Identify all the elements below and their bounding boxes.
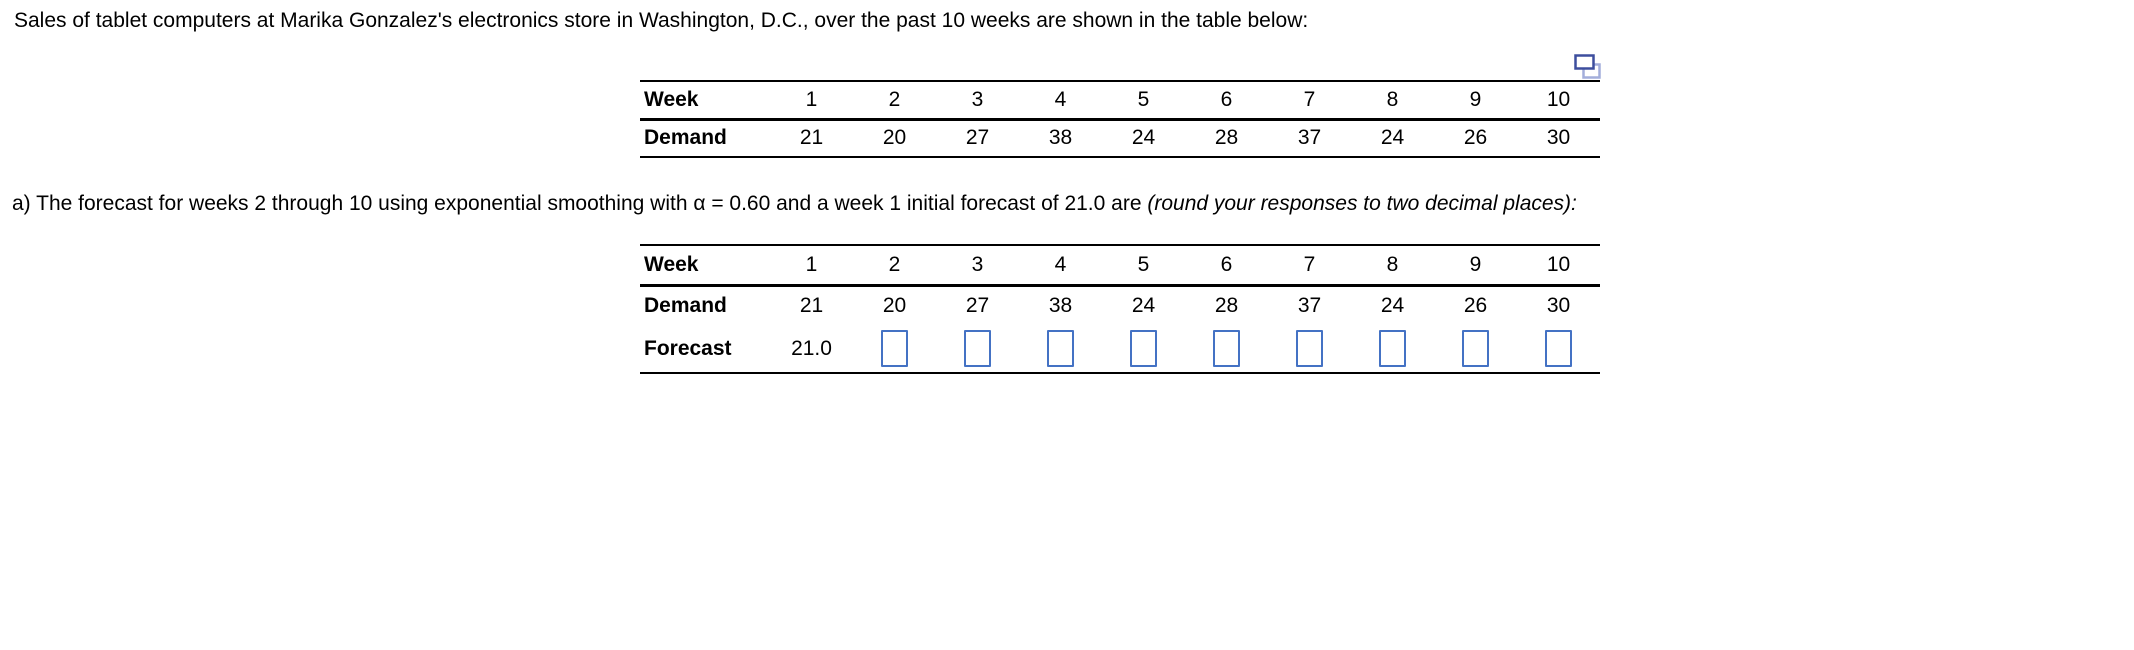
week-cell: 4 bbox=[1019, 245, 1102, 287]
week-header-row: Week 1 2 3 4 5 6 7 8 9 10 bbox=[640, 81, 1600, 121]
forecast-input-week-8[interactable] bbox=[1379, 330, 1406, 367]
week-cell: 5 bbox=[1102, 81, 1185, 121]
demand-row-label: Demand bbox=[644, 126, 727, 150]
forecast-cell bbox=[853, 325, 936, 373]
forecast-cell bbox=[1185, 325, 1268, 373]
question-a-prefix: a) The forecast for weeks 2 through 10 u… bbox=[12, 192, 1148, 215]
week-cell: 6 bbox=[1185, 245, 1268, 287]
forecast-cell bbox=[1517, 325, 1600, 373]
forecast-cell bbox=[1102, 325, 1185, 373]
week-cell: 7 bbox=[1268, 81, 1351, 121]
demand-cell: 26 bbox=[1463, 126, 1488, 150]
demand-cell: 28 bbox=[1214, 126, 1239, 150]
forecast-cell bbox=[1268, 325, 1351, 373]
demand-cell: 24 bbox=[1131, 293, 1156, 317]
copy-table-button[interactable] bbox=[1572, 52, 1604, 84]
demand-cell: 30 bbox=[1546, 126, 1571, 150]
forecast-table: Week 1 2 3 4 5 6 7 8 9 10 Demand 21 20 2… bbox=[640, 244, 1600, 374]
demand-cell: 37 bbox=[1297, 126, 1322, 150]
week-cell: 3 bbox=[936, 81, 1019, 121]
demand-cell: 20 bbox=[882, 293, 907, 317]
copy-icon bbox=[1574, 54, 1601, 79]
forecast-input-week-10[interactable] bbox=[1545, 330, 1572, 367]
week-cell: 2 bbox=[853, 245, 936, 287]
forecast-cell bbox=[1019, 325, 1102, 373]
forecast-row-label: Forecast bbox=[644, 336, 732, 360]
forecast-input-week-6[interactable] bbox=[1213, 330, 1240, 367]
week-cell: 4 bbox=[1019, 81, 1102, 121]
week-row-label: Week bbox=[640, 81, 770, 121]
demand-table: Week 1 2 3 4 5 6 7 8 9 10 Demand 21 20 2… bbox=[640, 80, 1600, 158]
week-cell: 5 bbox=[1102, 245, 1185, 287]
demand-cell: 24 bbox=[1131, 126, 1156, 150]
demand-cell: 27 bbox=[965, 293, 990, 317]
forecast-input-week-4[interactable] bbox=[1047, 330, 1074, 367]
question-a-text: a) The forecast for weeks 2 through 10 u… bbox=[12, 192, 1577, 216]
demand-cell: 20 bbox=[882, 126, 907, 150]
forecast-cell bbox=[1351, 325, 1434, 373]
week-cell: 10 bbox=[1517, 245, 1600, 287]
forecast-initial-value: 21.0 bbox=[791, 336, 832, 360]
week-cell: 7 bbox=[1268, 245, 1351, 287]
demand-cell: 26 bbox=[1463, 293, 1488, 317]
demand-cell: 28 bbox=[1214, 293, 1239, 317]
week-cell: 10 bbox=[1517, 81, 1600, 121]
forecast-input-week-9[interactable] bbox=[1462, 330, 1489, 367]
demand-cell: 21 bbox=[799, 126, 824, 150]
demand-cell: 21 bbox=[799, 293, 824, 317]
demand-cell: 24 bbox=[1380, 293, 1405, 317]
week-cell: 3 bbox=[936, 245, 1019, 287]
week-cell: 2 bbox=[853, 81, 936, 121]
demand-cell: 38 bbox=[1048, 293, 1073, 317]
demand-cell: 38 bbox=[1048, 126, 1073, 150]
forecast-cell bbox=[936, 325, 1019, 373]
demand-row: Demand 21 20 27 38 24 28 37 24 26 30 bbox=[640, 119, 1600, 157]
week-row-label: Week bbox=[640, 245, 770, 287]
forecast-row: Forecast 21.0 bbox=[640, 325, 1600, 373]
demand-cell: 27 bbox=[965, 126, 990, 150]
week-cell: 9 bbox=[1434, 245, 1517, 287]
week-cell: 9 bbox=[1434, 81, 1517, 121]
problem-statement: Sales of tablet computers at Marika Gonz… bbox=[14, 9, 1309, 32]
week-cell: 1 bbox=[770, 81, 853, 121]
question-a-instruction: (round your responses to two decimal pla… bbox=[1147, 192, 1577, 215]
demand-cell: 30 bbox=[1546, 293, 1571, 317]
week-cell: 6 bbox=[1185, 81, 1268, 121]
demand-cell: 24 bbox=[1380, 126, 1405, 150]
demand-row: Demand 21 20 27 38 24 28 37 24 26 30 bbox=[640, 285, 1600, 325]
forecast-input-week-5[interactable] bbox=[1130, 330, 1157, 367]
forecast-input-week-2[interactable] bbox=[881, 330, 908, 367]
week-cell: 1 bbox=[770, 245, 853, 287]
week-cell: 8 bbox=[1351, 245, 1434, 287]
forecast-input-week-3[interactable] bbox=[964, 330, 991, 367]
forecast-input-week-7[interactable] bbox=[1296, 330, 1323, 367]
demand-cell: 37 bbox=[1297, 293, 1322, 317]
forecast-cell bbox=[1434, 325, 1517, 373]
week-cell: 8 bbox=[1351, 81, 1434, 121]
demand-row-label: Demand bbox=[644, 293, 727, 317]
week-header-row: Week 1 2 3 4 5 6 7 8 9 10 bbox=[640, 245, 1600, 287]
